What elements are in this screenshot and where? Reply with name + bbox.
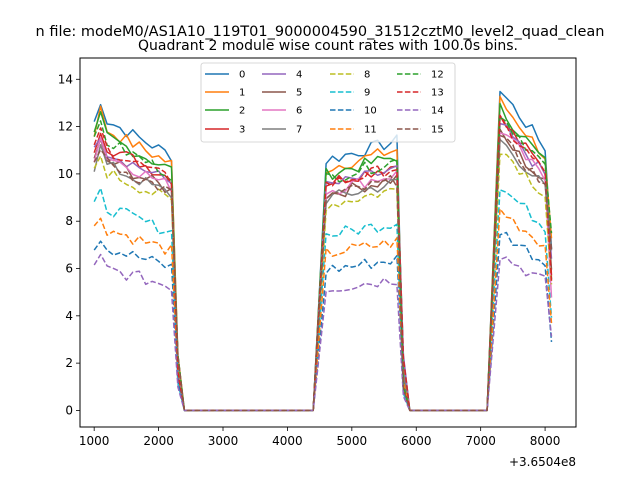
legend-label-7: 7 <box>296 125 302 136</box>
legend-label-4: 4 <box>296 70 302 81</box>
series-line-0 <box>93 90 553 412</box>
legend-label-9: 9 <box>364 88 370 99</box>
series-line-2 <box>93 102 553 412</box>
y-tick-label: 8 <box>65 214 73 228</box>
x-tick-label: 5000 <box>337 434 368 448</box>
legend-label-6: 6 <box>296 106 302 117</box>
series-line-11 <box>93 208 553 412</box>
legend-label-15: 15 <box>431 125 444 136</box>
x-tick-label: 2000 <box>143 434 174 448</box>
x-tick-label: 8000 <box>530 434 561 448</box>
y-tick-label: 0 <box>65 403 73 417</box>
series-line-8 <box>93 153 553 412</box>
legend-label-5: 5 <box>296 88 302 99</box>
legend-label-10: 10 <box>364 106 377 117</box>
y-tick-label: 6 <box>65 262 73 276</box>
x-axis-offset-label: +3.6504e8 <box>509 455 576 469</box>
series-line-13 <box>93 114 553 412</box>
series-line-7 <box>93 138 553 412</box>
x-tick-label: 7000 <box>465 434 496 448</box>
legend-label-13: 13 <box>431 88 444 99</box>
y-tick-label: 14 <box>58 72 73 86</box>
series-line-6 <box>93 132 553 412</box>
series-line-9 <box>93 187 553 412</box>
series-line-10 <box>93 231 553 412</box>
x-tick-label: 1000 <box>79 434 110 448</box>
series-line-5 <box>93 128 553 412</box>
legend-label-0: 0 <box>239 70 245 81</box>
x-tick-label: 3000 <box>208 434 239 448</box>
y-tick-label: 2 <box>65 356 73 370</box>
x-tick-label: 4000 <box>272 434 303 448</box>
y-tick-label: 10 <box>58 167 73 181</box>
y-axis-ticks: 0 2 4 6 8 10 12 14 <box>58 72 80 417</box>
chart-title: Quadrant 2 module wise count rates with … <box>138 38 518 54</box>
series-line-12 <box>93 116 553 412</box>
y-tick-label: 4 <box>65 309 73 323</box>
series-line-15 <box>93 134 553 412</box>
legend-label-11: 11 <box>364 125 377 136</box>
series-line-14 <box>93 253 553 412</box>
legend-label-8: 8 <box>364 70 370 81</box>
legend-box <box>200 62 456 143</box>
x-tick-label: 6000 <box>401 434 432 448</box>
legend-label-14: 14 <box>431 106 444 117</box>
y-tick-label: 12 <box>58 120 73 134</box>
axes-frame <box>79 57 577 428</box>
legend-label-3: 3 <box>239 125 245 136</box>
legend-label-1: 1 <box>239 88 245 99</box>
legend-label-12: 12 <box>431 70 444 81</box>
figure-suptitle: n file: modeM0/AS1A10_119T01_9000004590_… <box>36 24 605 40</box>
x-axis-ticks: 1000 2000 3000 4000 5000 6000 7000 8000 <box>79 427 560 448</box>
series-lines <box>93 90 553 412</box>
legend-label-2: 2 <box>239 106 245 117</box>
